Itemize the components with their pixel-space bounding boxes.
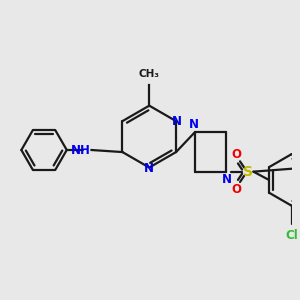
Text: O: O [231, 148, 241, 160]
Text: O: O [231, 183, 241, 196]
Text: N: N [144, 162, 154, 175]
Text: NH: NH [70, 143, 91, 157]
Text: Cl: Cl [285, 230, 298, 242]
Text: N: N [172, 115, 182, 128]
Text: S: S [243, 165, 253, 179]
Text: CH₃: CH₃ [139, 69, 160, 79]
Text: N: N [222, 173, 232, 186]
Text: N: N [189, 118, 199, 131]
